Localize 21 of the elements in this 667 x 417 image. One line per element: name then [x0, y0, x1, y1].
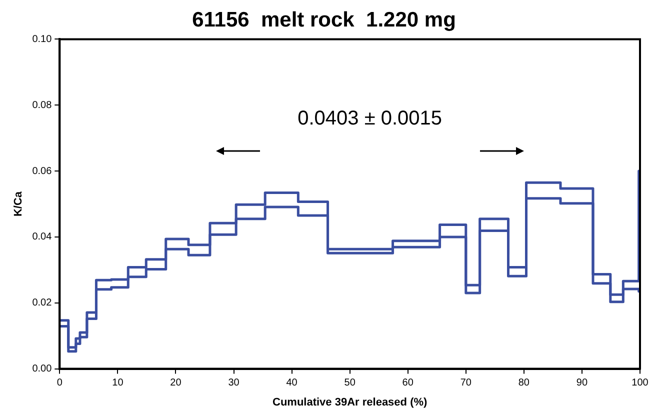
- x-tick-label: 40: [286, 378, 298, 389]
- x-tick-label: 100: [632, 378, 649, 389]
- x-tick-label: 30: [228, 378, 240, 389]
- y-tick-label: 0.00: [32, 364, 52, 375]
- x-tick-label: 0: [56, 378, 63, 389]
- x-tick-label: 90: [576, 378, 588, 389]
- y-tick-label: 0.10: [32, 34, 52, 45]
- y-tick-label: 0.08: [32, 100, 52, 111]
- x-tick-label: 80: [518, 378, 530, 389]
- x-tick-label: 70: [460, 378, 472, 389]
- x-tick-label: 10: [112, 378, 124, 389]
- x-tick-label: 20: [170, 378, 182, 389]
- chart-title: 61156 melt rock 1.220 mg: [192, 8, 456, 32]
- y-tick-label: 0.06: [32, 166, 52, 177]
- y-tick-label: 0.04: [32, 232, 52, 243]
- x-tick-label: 50: [344, 378, 356, 389]
- y-axis-title: K/Ca: [12, 190, 25, 217]
- annotation: 0.0403 ± 0.0015: [298, 108, 442, 130]
- x-axis-title: Cumulative 39Ar released (%): [272, 396, 428, 408]
- x-tick-label: 60: [402, 378, 414, 389]
- y-tick-label: 0.02: [32, 298, 52, 309]
